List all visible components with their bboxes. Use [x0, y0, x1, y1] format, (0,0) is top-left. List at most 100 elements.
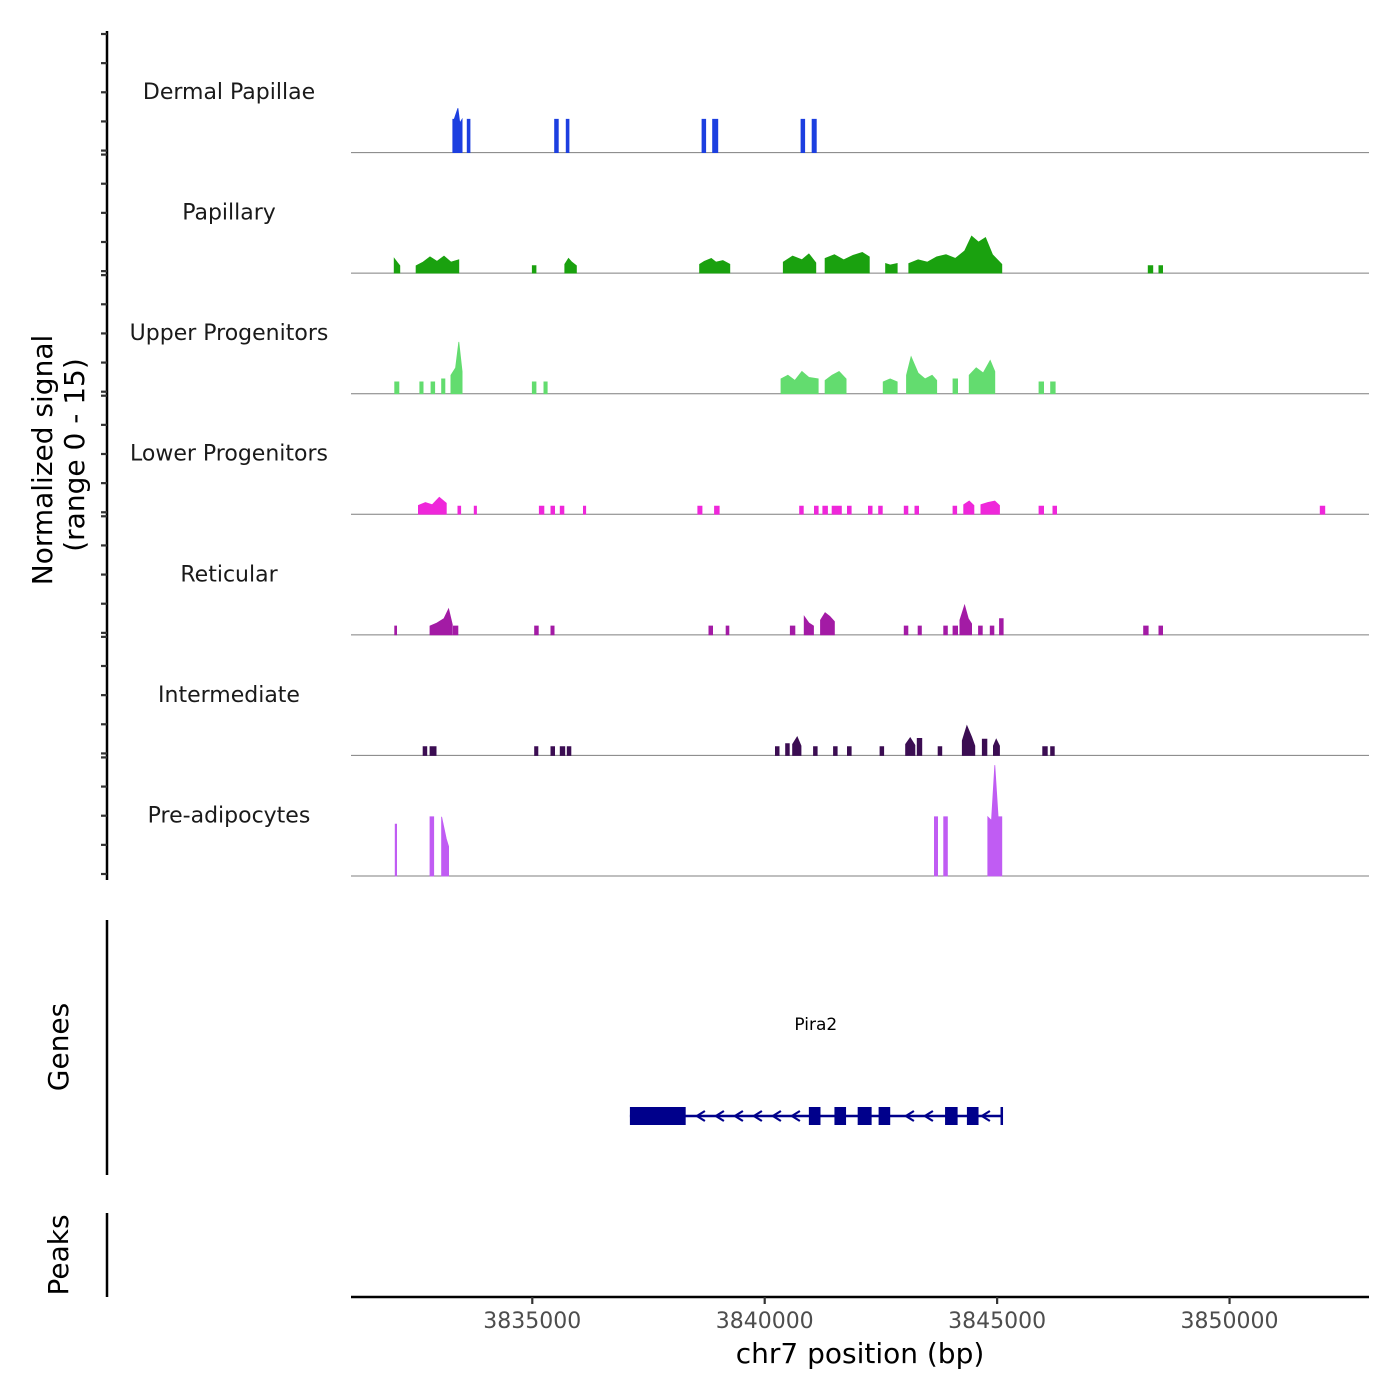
coverage-peak	[1319, 505, 1326, 515]
coverage-peak	[831, 505, 842, 515]
coverage-peak	[452, 108, 463, 153]
coverage-peak	[429, 746, 437, 756]
coverage-peak	[534, 625, 539, 636]
coverage-peak	[452, 625, 459, 636]
x-axis: 3835000 3840000 3845000 3850000 chr7 positi…	[351, 1295, 1369, 1370]
coverage-peak	[952, 625, 958, 636]
coverage-peak	[903, 625, 909, 636]
coverage-peak	[714, 505, 720, 515]
coverage-peak	[441, 378, 446, 395]
coverage-peak	[906, 355, 938, 395]
coverage-peak	[565, 118, 570, 153]
coverage-peak	[583, 505, 587, 515]
coverage-peak	[905, 736, 916, 756]
coverage-peak	[430, 381, 436, 395]
coverage-peak	[531, 381, 537, 395]
coverage-peak	[820, 612, 835, 636]
coverage-peak	[833, 746, 838, 756]
coverage-peak	[1050, 381, 1056, 395]
coverage-y-ticks	[101, 32, 107, 876]
track-label: Pre-adipocytes	[148, 803, 311, 828]
coverage-peak	[952, 505, 958, 515]
track-pre-adipocytes: Pre-adipocytes	[148, 765, 1369, 877]
coverage-peak	[1038, 381, 1044, 395]
coverage-peak	[811, 118, 817, 153]
x-tick-label: 3845000	[948, 1309, 1046, 1334]
coverage-peak	[959, 603, 972, 636]
track-papillary: Papillary	[182, 201, 1369, 274]
gene-name-label: Pira2	[794, 1015, 837, 1035]
x-axis-ticks: 3835000 3840000 3845000 3850000	[483, 1297, 1279, 1334]
coverage-peak	[466, 118, 471, 153]
coverage-peak	[847, 505, 852, 515]
coverage-peak	[937, 746, 943, 756]
coverage-peak	[1052, 505, 1057, 515]
coverage-peak	[999, 618, 1004, 636]
coverage-peak	[885, 262, 898, 274]
coverage-peak	[782, 253, 817, 274]
strand-arrow	[922, 1110, 934, 1122]
coverage-peak	[987, 765, 1003, 877]
x-tick-label: 3850000	[1181, 1309, 1279, 1334]
coverage-peak	[780, 370, 819, 395]
coverage-peak	[822, 505, 828, 515]
coverage-peak	[550, 625, 555, 636]
coverage-peak	[441, 816, 449, 877]
coverage-peak	[934, 816, 938, 877]
coverage-peak	[824, 371, 847, 395]
coverage-peak	[1147, 265, 1154, 274]
coverage-peak	[697, 505, 703, 515]
coverage-peak	[789, 625, 796, 636]
gene-exon	[834, 1107, 847, 1125]
gene-exon	[857, 1107, 872, 1125]
strand-arrow	[713, 1110, 725, 1122]
coverage-peak	[708, 625, 713, 636]
coverage-peak	[943, 625, 948, 636]
coverage-peak	[543, 381, 548, 395]
coverage-peak	[813, 746, 818, 756]
coverage-peak	[968, 359, 996, 395]
coverage-peak	[559, 505, 565, 515]
coverage-peak	[450, 341, 463, 395]
coverage-peak	[550, 505, 555, 515]
coverage-peak	[978, 625, 983, 636]
x-tick-label: 3835000	[483, 1309, 581, 1334]
coverage-peak	[393, 257, 401, 274]
coverage-peak	[952, 378, 958, 395]
coverage-peak	[963, 500, 975, 515]
strand-arrow	[789, 1110, 801, 1122]
coverage-peak	[415, 255, 460, 274]
coverage-peak	[418, 496, 447, 515]
x-axis-label: chr7 position (bp)	[736, 1337, 985, 1370]
peaks-panel: Peaks	[42, 1213, 109, 1297]
coverage-peak	[903, 505, 909, 515]
coverage-peak	[914, 505, 919, 515]
coverage-peak	[473, 505, 477, 515]
coverage-peak	[800, 118, 806, 153]
genes-y-label: Genes	[42, 1003, 75, 1091]
coverage-peak	[792, 736, 802, 756]
coverage-peak	[419, 381, 424, 395]
coverage-peak	[1158, 265, 1163, 274]
coverage-peak	[775, 746, 780, 756]
coverage-peak	[1143, 625, 1149, 636]
coverage-peak	[799, 505, 804, 515]
coverage-peak	[868, 505, 873, 515]
gene-model-pira2	[629, 1107, 1004, 1125]
gene-exon	[966, 1107, 979, 1125]
coverage-peak	[725, 625, 730, 636]
coverage-y-label-line2: (range 0 - 15)	[58, 358, 91, 552]
track-label: Upper Progenitors	[130, 321, 329, 346]
coverage-peak	[981, 738, 988, 756]
coverage-peak	[550, 746, 555, 756]
track-intermediate: Intermediate	[158, 683, 1369, 756]
coverage-peak	[814, 505, 819, 515]
coverage-peak	[429, 816, 435, 877]
gene-exon	[878, 1107, 891, 1125]
coverage-tracks: Dermal Papillae Papillary Upper Progenitor…	[130, 80, 1369, 877]
track-label: Intermediate	[158, 683, 300, 708]
coverage-peak	[847, 746, 852, 756]
strand-arrow	[770, 1110, 782, 1122]
strand-arrow	[732, 1110, 744, 1122]
